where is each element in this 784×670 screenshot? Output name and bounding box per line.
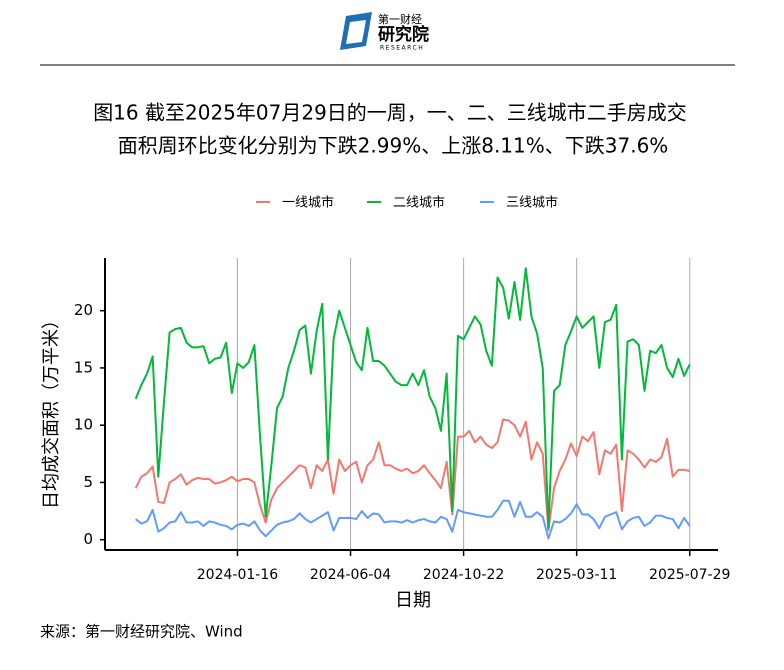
chart-title: 面积周环比变化分别为下跌2.99%、上涨8.11%、下跌37.6%	[118, 134, 669, 158]
x-axis-label: 日期	[395, 590, 431, 611]
legend-label: 三线城市	[506, 195, 558, 211]
series-line	[135, 499, 691, 540]
x-tick-label: 2024-10-22	[423, 567, 504, 583]
logo-main: 研究院	[378, 24, 429, 45]
x-tick-label: 2025-03-11	[536, 567, 617, 583]
y-tick-label: 5	[83, 473, 93, 491]
legend-label: 二线城市	[393, 195, 445, 211]
series-line	[134, 267, 691, 530]
series-line	[134, 418, 690, 532]
y-tick-label: 15	[74, 358, 93, 376]
x-tick-label: 2024-06-04	[310, 567, 391, 583]
source: 来源：第一财经研究院、Wind	[40, 623, 243, 641]
legend-label: 一线城市	[282, 195, 334, 211]
y-axis-label: 日均成交面积（万平米）	[41, 311, 62, 509]
y-tick-label: 20	[74, 301, 93, 319]
chart-title: 图16 截至2025年07月29日的一周，一、二、三线城市二手房成交	[93, 101, 687, 125]
x-tick-label: 2025-07-29	[649, 567, 730, 583]
y-tick-label: 0	[83, 530, 93, 548]
logo: 第一财经 研究院 RESEARCH	[340, 12, 429, 52]
logo-sub: RESEARCH	[380, 45, 424, 52]
x-tick-label: 2024-01-16	[197, 567, 278, 583]
logo-icon-inner	[346, 20, 366, 44]
y-tick-label: 10	[74, 416, 93, 434]
logo-name: 第一财经	[378, 12, 422, 26]
